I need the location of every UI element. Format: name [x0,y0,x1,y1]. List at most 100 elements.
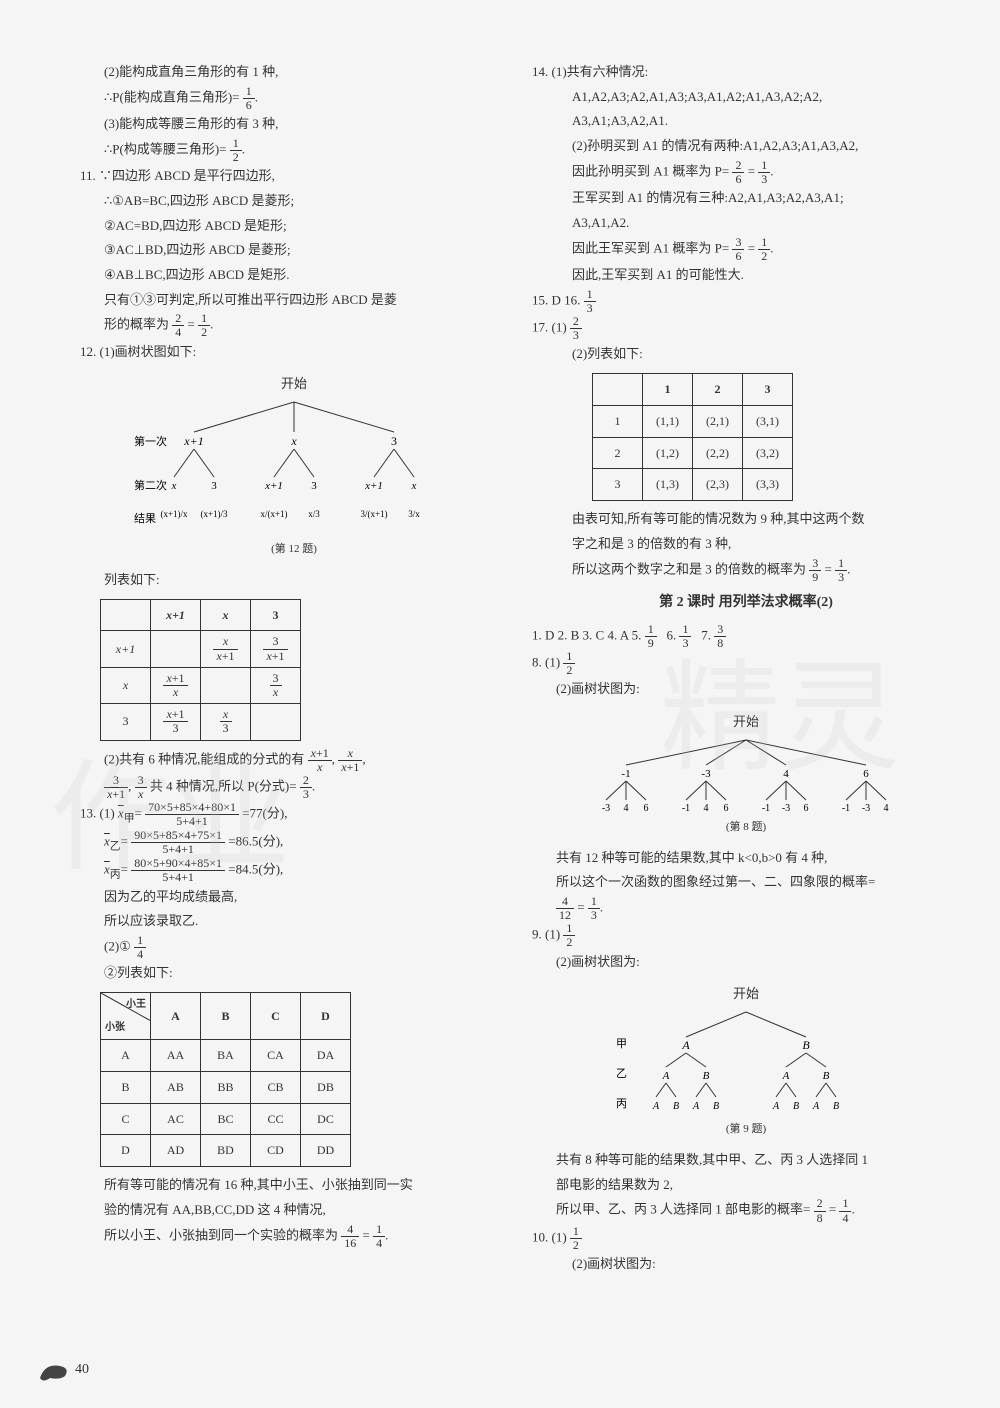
fraction: 36 [732,236,744,263]
fraction: 19 [645,623,657,650]
svg-text:-1: -1 [762,803,770,814]
text: ∴P(能构成直角三角形)= 16. [80,85,508,112]
fraction: 13 [835,557,847,584]
caption: (第 9 题) [532,1119,960,1140]
text: 列表如下: [80,568,508,593]
svg-text:x+1: x+1 [364,480,383,492]
svg-text:(x+1)/x: (x+1)/x [160,509,188,519]
section-title: 第 2 课时 用列举法求概率(2) [532,590,960,617]
text: 只有①③可判定,所以可推出平行四边形 ABCD 是菱 [80,288,508,313]
svg-text:A: A [812,1101,820,1112]
dolphin-icon [35,1348,75,1388]
svg-text:(x+1)/3: (x+1)/3 [200,509,228,519]
svg-text:A: A [652,1101,660,1112]
tree-start: 开始 [532,982,960,1007]
svg-text:x: x [171,480,177,492]
text: ④AB⊥BC,四边形 ABCD 是矩形. [80,263,508,288]
svg-text:6: 6 [804,803,809,814]
svg-text:结果: 结果 [134,512,156,525]
fraction: 70×5+85×4+80×15+4+1 [145,801,239,828]
text: 共有 12 种等可能的结果数,其中 k<0,b>0 有 4 种, [532,846,960,871]
fraction: 13 [758,159,770,186]
table-12: x+1x3 x+1xx+13x+1 xx+1x3x 3x+13x3 [100,599,301,741]
text: 所以这个一次函数的图象经过第一、二、四象限的概率= [532,870,960,895]
text: (2)列表如下: [532,342,960,367]
svg-text:乙: 乙 [616,1067,627,1080]
text: x丙= 80×5+90×4+85×15+4+1 =84.5(分), [80,857,508,885]
text: ∴P(构成等腰三角形)= [104,141,227,156]
svg-text:4: 4 [704,803,709,814]
text: (2)孙明买到 A1 的情况有两种:A1,A2,A3;A1,A3,A2, [532,134,960,159]
svg-text:B: B [823,1070,830,1082]
svg-text:A: A [772,1101,780,1112]
svg-text:A: A [681,1038,690,1052]
svg-text:x+1: x+1 [183,434,203,448]
svg-text:6: 6 [724,803,729,814]
caption: (第 12 题) [80,539,508,560]
text: ③AC⊥BD,四边形 ABCD 是菱形; [80,238,508,263]
fraction: 12 [563,922,575,949]
text: 部电影的结果数为 2, [532,1173,960,1198]
svg-text:3/x: 3/x [408,509,420,519]
svg-text:3/(x+1): 3/(x+1) [360,509,387,519]
text: (2)共有 6 种情况,能组成的分式的有 x+1x, xx+1, [80,747,508,774]
fraction: 38 [714,623,726,650]
svg-text:x: x [411,480,417,492]
svg-text:3: 3 [311,480,317,492]
right-column: 14. (1)共有六种情况: A1,A2,A3;A2,A1,A3;A3,A1,A… [532,60,960,1277]
text: 因此,王军买到 A1 的可能性大. [532,263,960,288]
text: 所以甲、乙、丙 3 人选择同 1 部电影的概率= 28 = 14. [532,1197,960,1224]
fraction: 14 [134,934,146,961]
text: 所以应该录取乙. [80,909,508,934]
fraction: 16 [243,85,255,112]
text: 字之和是 3 的倍数的有 3 种, [532,532,960,557]
fraction: 12 [570,1225,582,1252]
tree-start: 开始 [532,710,960,735]
text: ②列表如下: [80,961,508,986]
svg-text:6: 6 [863,768,869,780]
svg-text:B: B [793,1101,799,1112]
svg-text:x+1: x+1 [264,480,283,492]
text: ∴P(能构成直角三角形)= [104,89,240,104]
svg-text:x: x [290,434,297,448]
text: 共有 8 种等可能的结果数,其中甲、乙、丙 3 人选择同 1 [532,1148,960,1173]
svg-text:B: B [833,1101,839,1112]
left-column: (2)能构成直角三角形的有 1 种, ∴P(能构成直角三角形)= 16. (3)… [80,60,508,1277]
fraction: 14 [839,1197,851,1224]
tree-svg: -1 -3 4 6 -346 -146 -1-36 -1-34 [566,735,926,815]
text: 因为乙的平均成绩最高, [80,885,508,910]
svg-text:3: 3 [211,480,217,492]
text: 因此孙明买到 A1 概率为 P= 26 = 13. [532,159,960,186]
text: 17. (1) 23 [532,315,960,342]
text: 15. D 16. 13 [532,288,960,315]
svg-text:4: 4 [783,768,789,780]
fraction: 12 [758,236,770,263]
svg-text:4: 4 [624,803,629,814]
svg-text:丙: 丙 [616,1098,627,1110]
text: 所以这两个数字之和是 3 的倍数的概率为 39 = 13. [532,557,960,584]
fraction: 24 [172,312,184,339]
svg-text:B: B [713,1101,719,1112]
text: 所有等可能的情况有 16 种,其中小王、小张抽到同一实 [80,1173,508,1198]
fraction: 13 [588,895,600,922]
text: 10. (1) 12 [532,1225,960,1252]
svg-text:-1: -1 [621,768,630,780]
caption: (第 8 题) [532,817,960,838]
fraction: 80×5+90×4+85×15+4+1 [131,857,225,884]
text: 形的概率为 [104,317,169,332]
svg-text:-3: -3 [782,803,790,814]
tree-svg: 甲 乙 丙 A B A B A B AB AB AB AB [596,1007,896,1117]
text: (2)① 14 [80,934,508,961]
page-number: 40 [75,1362,89,1378]
svg-text:4: 4 [884,803,889,814]
text: x乙= 90×5+85×4+75×15+4+1 =86.5(分), [80,829,508,857]
text: 11. ∵四边形 ABCD 是平行四边形, [80,164,508,189]
svg-text:-3: -3 [602,803,610,814]
svg-text:x/(x+1): x/(x+1) [260,509,287,519]
svg-text:第二次: 第二次 [134,478,167,492]
tree-start: 开始 [80,372,508,397]
text: ∴①AB=BC,四边形 ABCD 是菱形; [80,189,508,214]
page-content: (2)能构成直角三角形的有 1 种, ∴P(能构成直角三角形)= 16. (3)… [80,60,960,1277]
svg-text:B: B [802,1038,810,1052]
tree-svg: x+1 x 3 x 3 x+1 3 x+1 x 第一次 第二次 结果 (x+1)… [134,397,454,537]
